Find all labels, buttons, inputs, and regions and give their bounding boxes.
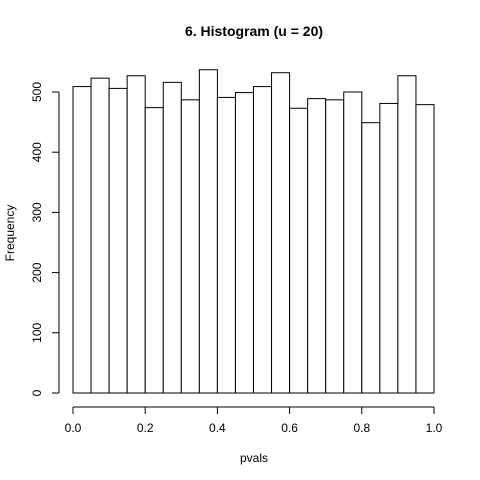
x-tick-label: 0.0 <box>65 421 82 435</box>
histogram-bar <box>253 86 273 394</box>
chart-title: 6. Histogram (u = 20) <box>185 23 323 39</box>
y-tick-label: 200 <box>30 262 44 282</box>
histogram-bar <box>126 75 146 394</box>
x-tick-label: 0.4 <box>209 421 226 435</box>
y-tick-label: 400 <box>30 142 44 162</box>
bars-group <box>72 69 435 394</box>
histogram-bar <box>289 107 309 394</box>
histogram-bar <box>361 122 381 394</box>
x-tick-label: 0.8 <box>353 421 370 435</box>
histogram-bar <box>162 81 182 394</box>
histogram-bar <box>325 99 345 394</box>
histogram-bar <box>198 69 218 394</box>
x-axis: 0.0 0.2 0.4 0.6 0.8 1.0 <box>65 406 443 435</box>
histogram-bar <box>216 96 236 394</box>
histogram-bar <box>108 87 128 394</box>
y-axis: 0 100 200 300 400 500 <box>30 82 60 396</box>
y-tick-label: 100 <box>30 322 44 342</box>
histogram-bar <box>307 98 327 394</box>
y-tick-label: 0 <box>30 389 44 396</box>
x-tick-label: 0.6 <box>281 421 298 435</box>
y-tick-label: 500 <box>30 82 44 102</box>
y-axis-label: Frequency <box>3 205 17 262</box>
histogram-bar <box>144 107 164 394</box>
histogram-bar <box>415 104 435 394</box>
x-axis-label: pvals <box>240 451 268 465</box>
histogram-bar <box>397 75 417 394</box>
histogram-bar <box>180 99 200 394</box>
histogram-bar <box>343 91 363 394</box>
histogram-bar <box>72 86 92 394</box>
x-tick-label: 0.2 <box>137 421 154 435</box>
x-tick-label: 1.0 <box>426 421 443 435</box>
histogram-bar <box>379 102 399 394</box>
y-tick-label: 300 <box>30 202 44 222</box>
histogram-bar <box>90 77 110 394</box>
histogram-bar <box>271 72 291 394</box>
histogram-bar <box>234 92 254 394</box>
